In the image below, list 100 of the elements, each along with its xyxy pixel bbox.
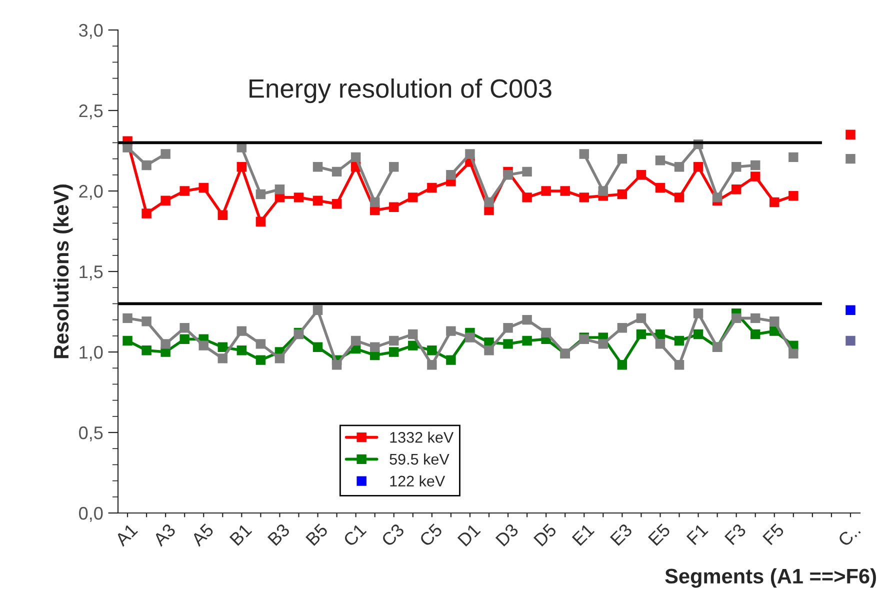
point bbox=[788, 190, 798, 201]
point bbox=[236, 346, 247, 356]
x-tick-label: D5 bbox=[533, 523, 558, 547]
point bbox=[180, 186, 190, 196]
point bbox=[750, 172, 760, 182]
point bbox=[160, 149, 170, 159]
point bbox=[636, 170, 646, 180]
x-tick-label: F5 bbox=[762, 523, 785, 546]
point bbox=[427, 346, 437, 356]
point bbox=[846, 305, 856, 315]
point bbox=[846, 130, 856, 140]
point bbox=[274, 184, 285, 194]
x-tick-label: C3 bbox=[380, 522, 405, 548]
point bbox=[350, 336, 361, 346]
point bbox=[712, 192, 722, 202]
y-tick-label: 3,0 bbox=[79, 24, 103, 39]
point bbox=[218, 210, 228, 220]
x-tick-label: B3 bbox=[267, 522, 290, 546]
point bbox=[693, 329, 704, 340]
point bbox=[598, 186, 608, 196]
point bbox=[274, 354, 285, 364]
point bbox=[846, 336, 856, 346]
point bbox=[788, 348, 798, 358]
point bbox=[427, 182, 437, 193]
point bbox=[389, 202, 399, 212]
point bbox=[750, 313, 760, 324]
point bbox=[332, 360, 342, 370]
point bbox=[312, 305, 323, 315]
point bbox=[617, 189, 628, 200]
point bbox=[160, 196, 170, 206]
point bbox=[674, 336, 684, 346]
point bbox=[180, 334, 190, 344]
point bbox=[389, 347, 399, 357]
point bbox=[655, 182, 666, 193]
point bbox=[256, 189, 266, 200]
y-tick-label: 2,5 bbox=[79, 104, 103, 120]
point bbox=[731, 162, 742, 172]
y-tick-label: 2,0 bbox=[79, 184, 103, 200]
point bbox=[332, 199, 342, 209]
point bbox=[617, 322, 628, 333]
x-tick-label: B5 bbox=[306, 523, 328, 546]
point bbox=[236, 162, 247, 172]
point bbox=[160, 339, 170, 349]
point bbox=[446, 326, 456, 336]
x-tick-label: F1 bbox=[686, 523, 708, 546]
point bbox=[256, 355, 266, 365]
y-tick-label: 1,0 bbox=[80, 346, 103, 361]
x-tick-label: A3 bbox=[152, 522, 176, 547]
legend-label: 59.5 keV bbox=[390, 453, 450, 465]
point bbox=[846, 154, 856, 164]
x-tick-label: D3 bbox=[495, 522, 520, 547]
point bbox=[522, 166, 532, 177]
x-axis-title: Segments (A1 ==>F6) bbox=[665, 568, 876, 588]
y-tick-label: 1,5 bbox=[80, 266, 103, 280]
point bbox=[122, 142, 132, 152]
point bbox=[541, 328, 551, 338]
y-tick-label: 0,5 bbox=[79, 426, 103, 442]
point bbox=[522, 314, 532, 325]
point bbox=[674, 192, 684, 202]
point bbox=[389, 336, 399, 346]
point bbox=[636, 329, 646, 340]
point bbox=[655, 156, 666, 166]
point bbox=[770, 316, 780, 326]
point bbox=[142, 346, 152, 356]
point bbox=[142, 160, 152, 170]
point bbox=[465, 149, 475, 159]
point bbox=[579, 192, 589, 202]
point bbox=[579, 149, 589, 159]
point bbox=[218, 354, 228, 364]
point bbox=[446, 170, 456, 180]
point bbox=[218, 342, 228, 352]
point bbox=[674, 360, 684, 370]
point bbox=[370, 197, 380, 208]
point bbox=[655, 329, 666, 340]
point bbox=[122, 313, 132, 324]
point bbox=[788, 152, 798, 162]
point bbox=[484, 346, 494, 356]
y-tick-label: 0,0 bbox=[79, 506, 103, 522]
point bbox=[770, 197, 780, 208]
point bbox=[408, 340, 418, 350]
point bbox=[180, 322, 190, 333]
point bbox=[617, 360, 628, 370]
x-tick-label: A5 bbox=[190, 523, 214, 547]
x-tick-label: C.. bbox=[837, 524, 861, 548]
point bbox=[142, 208, 152, 218]
point bbox=[122, 336, 132, 346]
point bbox=[312, 162, 323, 172]
point bbox=[370, 342, 380, 352]
point bbox=[541, 186, 551, 196]
point bbox=[522, 336, 532, 346]
point bbox=[598, 339, 608, 349]
point bbox=[236, 326, 247, 336]
point bbox=[312, 196, 323, 206]
point bbox=[142, 316, 152, 326]
point bbox=[503, 170, 513, 180]
point bbox=[731, 313, 742, 324]
point bbox=[636, 313, 646, 324]
point bbox=[427, 360, 437, 370]
x-tick-label: E1 bbox=[572, 523, 595, 546]
y-axis-title: Resolutions (keV) bbox=[53, 184, 73, 358]
